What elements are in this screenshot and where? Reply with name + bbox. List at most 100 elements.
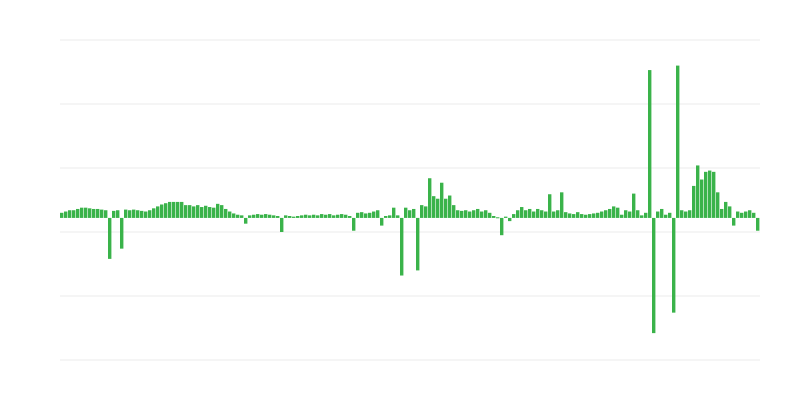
bar-147 [648,70,652,218]
bar-66 [324,214,328,218]
bar-141 [624,210,628,218]
bar-10 [100,209,104,218]
bar-55 [280,217,284,232]
bar-94 [436,198,440,218]
bar-102 [468,211,472,218]
bar-88 [412,208,416,218]
bar-75 [360,212,364,218]
bar-172 [748,210,752,218]
bar-5 [80,207,84,218]
bar-52 [268,214,272,218]
bar-19 [136,210,140,218]
bar-105 [480,211,484,218]
bar-23 [152,208,156,218]
bar-56 [284,215,288,218]
bar-132 [588,214,592,218]
bar-145 [640,215,644,218]
bar-148 [652,217,656,334]
bar-171 [744,211,748,218]
bar-158 [692,185,696,218]
bar-90 [420,205,424,218]
bar-112 [508,217,512,222]
bar-14 [116,210,120,218]
bar-49 [256,214,260,218]
bar-40 [220,205,224,218]
bar-146 [644,212,648,218]
bar-149 [656,211,660,218]
bar-120 [540,210,544,218]
bar-79 [376,210,380,218]
bar-110 [500,217,504,236]
bar-166 [724,201,728,218]
bar-126 [564,212,568,218]
bar-139 [616,207,620,218]
bar-8 [92,208,96,218]
bar-68 [332,215,336,218]
bar-114 [516,210,520,218]
bar-118 [532,211,536,218]
bar-154 [676,65,680,218]
bar-162 [708,170,712,218]
bar-174 [756,217,760,231]
bar-46 [244,217,248,224]
bar-87 [408,210,412,218]
bar-98 [452,205,456,218]
bar-157 [688,210,692,218]
bar-142 [628,211,632,218]
bar-81 [384,216,388,218]
bar-161 [704,171,708,218]
bar-67 [328,214,332,218]
bar-82 [388,215,392,218]
bar-20 [140,210,144,218]
bar-24 [156,206,160,218]
bar-33 [192,206,196,218]
bar-125 [560,192,564,218]
bar-27 [168,201,172,218]
bar-15 [120,217,124,249]
bar-50 [260,214,264,218]
bar-92 [428,178,432,218]
bar-54 [276,216,280,218]
bar-58 [292,216,296,218]
bar-22 [148,210,152,218]
bar-123 [552,211,556,218]
bar-128 [572,214,576,218]
bar-91 [424,206,428,218]
bar-170 [740,212,744,218]
bar-83 [392,207,396,218]
bar-167 [728,206,732,218]
bar-150 [660,208,664,218]
bar-7 [88,208,92,218]
bar-43 [232,213,236,218]
bar-137 [608,208,612,218]
bar-41 [224,208,228,218]
bar-9 [96,208,100,218]
bar-30 [180,201,184,218]
bar-28 [172,201,176,218]
bar-95 [440,182,444,218]
bar-130 [580,214,584,218]
bar-96 [444,198,448,218]
bar-72 [348,216,352,218]
bar-135 [600,211,604,218]
bar-47 [248,215,252,218]
bar-93 [432,196,436,218]
bar-89 [416,217,420,271]
bar-53 [272,215,276,218]
bar-153 [672,217,676,313]
bar-127 [568,213,572,218]
bar-115 [520,207,524,218]
bar-37 [208,207,212,218]
bar-48 [252,214,256,218]
bar-143 [632,193,636,218]
bar-38 [212,207,216,218]
bar-61 [304,214,308,218]
bar-106 [484,210,488,218]
bar-57 [288,216,292,218]
bar-134 [596,212,600,218]
bar-32 [188,205,192,218]
bar-109 [496,217,500,219]
bar-42 [228,211,232,218]
bar-77 [368,212,372,218]
bar-11 [104,210,108,218]
